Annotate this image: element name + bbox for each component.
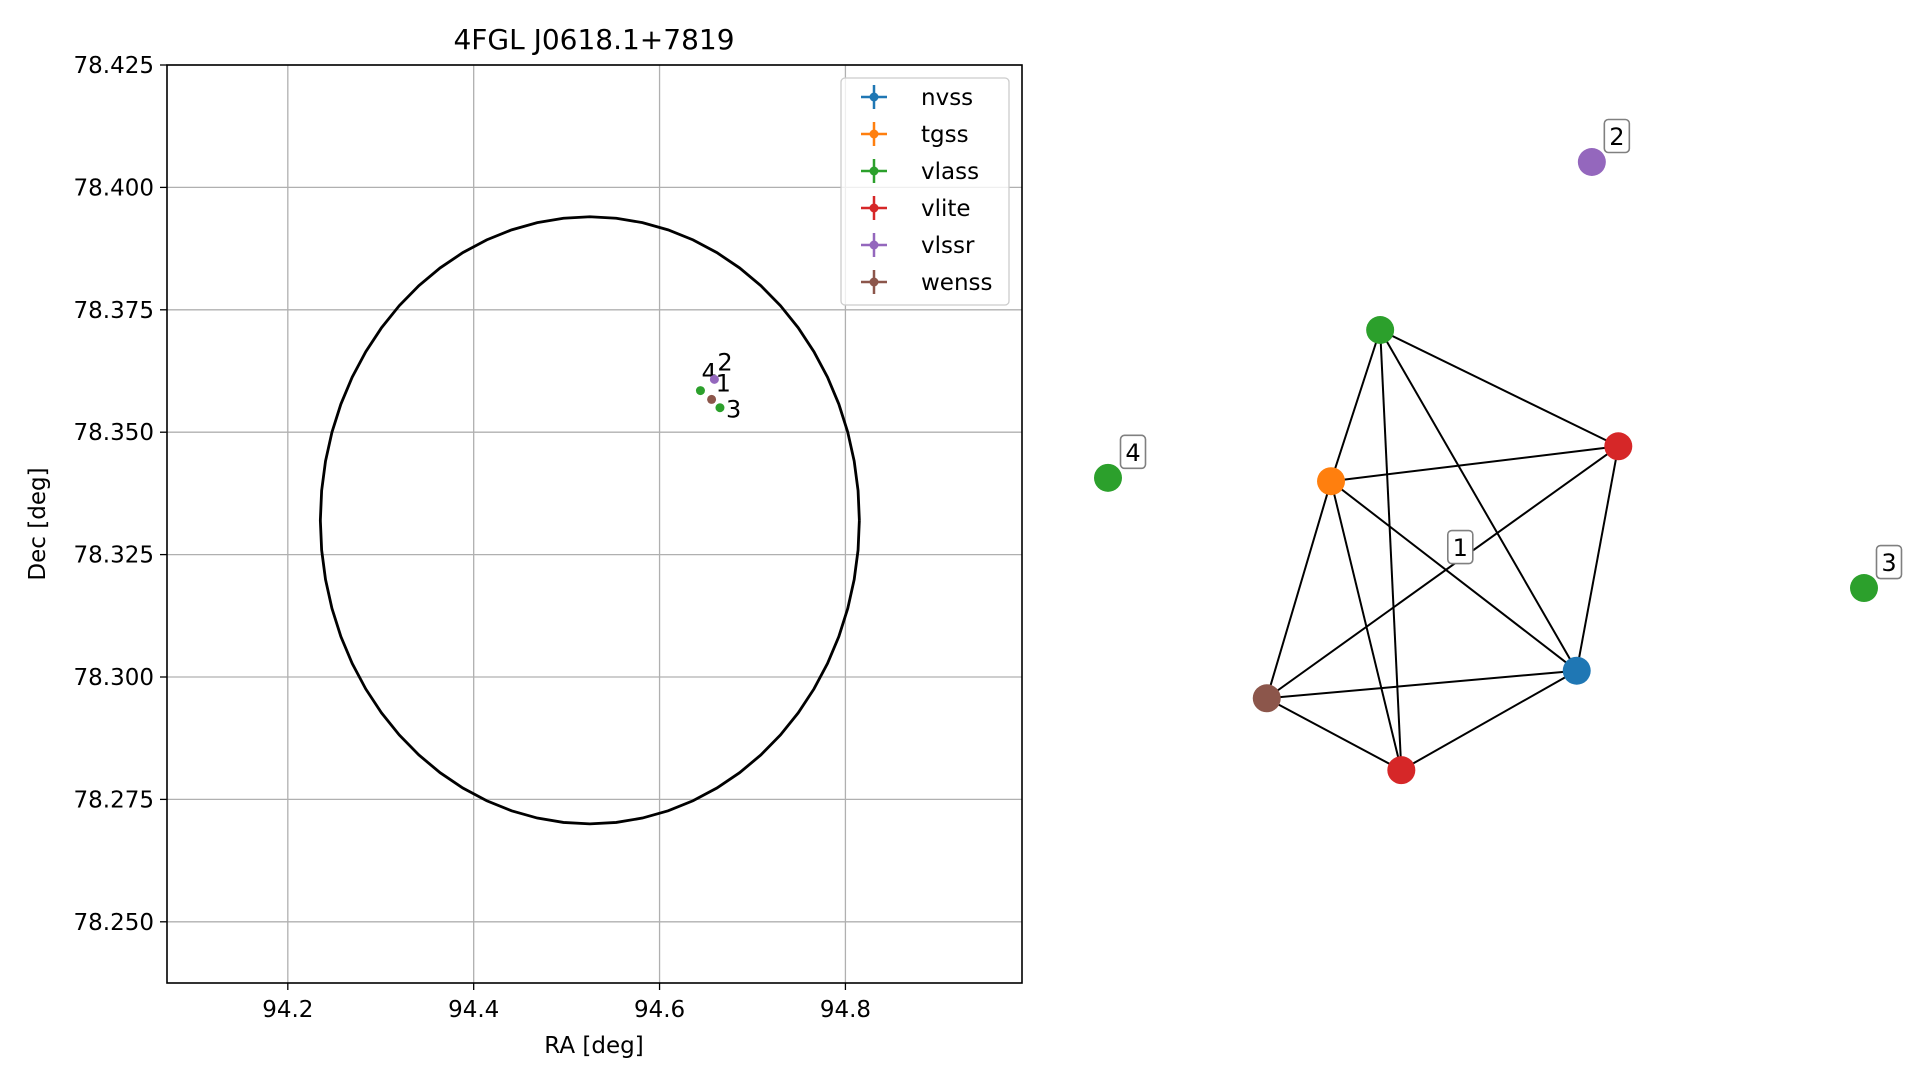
network-node [1317,467,1346,496]
network-node [1366,316,1395,344]
legend-label-vlite: vlite [921,196,971,222]
legend-label-vlssr: vlssr [921,233,975,259]
network-edge [1575,446,1620,671]
network-edge [1330,329,1382,482]
x-tick-label: 94.8 [820,997,871,1023]
point-label: 1 [716,369,731,397]
x-axis-label: RA [deg] [544,1033,643,1059]
legend-dot-vlass [869,166,879,176]
point-vlssr [709,374,719,384]
y-axis-label: Dec [deg] [25,467,51,580]
legend-dot-tgss [869,129,879,139]
node-label: 3 [1881,549,1896,577]
node-label-box [1875,544,1903,580]
y-tick-label: 78.425 [74,53,154,79]
x-tick-label: 94.2 [262,997,313,1023]
network-edge [1266,697,1402,772]
y-tick-label: 78.400 [74,175,154,201]
legend-label-vlass: vlass [921,159,979,185]
network-nodes [1094,148,1878,785]
point-vlass [715,403,725,413]
y-tick-label: 78.350 [74,420,154,446]
y-tick-label: 78.375 [74,298,154,324]
node-label-box [1119,434,1147,470]
legend-label-wenss: wenss [921,270,993,296]
legend-dot-wenss [869,277,879,287]
legend-label-tgss: tgss [921,122,969,148]
x-tick-label: 94.4 [448,997,499,1023]
plot-frame [166,64,1023,984]
network-edge [1330,480,1578,672]
network-node [1850,574,1878,603]
network-node [1252,684,1281,713]
network-edge [1379,329,1578,672]
node-label-box [1446,529,1474,565]
legend: nvss tgss vlass vlite vlssr wenss [840,77,1010,306]
network-panel: 2 4 3 1 [1094,118,1903,785]
legend-dot-vlssr [869,240,879,250]
node-label: 1 [1453,534,1468,562]
node-label-box [1603,118,1631,154]
y-tick-label: 78.250 [74,910,154,936]
network-edge [1266,669,1577,700]
network-edge [1330,480,1403,771]
scatter-panel: 94.2 94.4 94.6 94.8 78.250 78.275 78.300 78.325… [25,23,1023,1059]
network-labels: 2 4 3 1 [1119,118,1903,580]
node-label: 4 [1125,439,1140,467]
chart-title: 4FGL J0618.1+7819 [453,23,734,56]
network-node [1577,148,1606,176]
network-node [1604,432,1633,461]
point-vlass [695,386,705,396]
point-label: 3 [726,396,741,424]
network-node [1387,756,1416,785]
ellipse-path [318,215,861,826]
legend-dot-vlite [869,203,879,213]
axis-ticks: 94.2 94.4 94.6 94.8 78.250 78.275 78.300 78.325… [74,53,872,1023]
localization-ellipse [318,215,861,826]
y-tick-label: 78.325 [74,543,154,569]
network-edges [1265,329,1620,772]
network-node [1094,463,1122,492]
network-edge [1265,480,1332,699]
network-edge [1400,669,1578,772]
network-edge [1379,329,1403,771]
legend-label-nvss: nvss [921,85,973,111]
point-wenss [707,394,717,404]
node-label: 2 [1609,123,1624,151]
x-tick-label: 94.6 [634,997,685,1023]
y-tick-label: 78.300 [74,665,154,691]
y-tick-label: 78.275 [74,787,154,813]
network-edge [1266,445,1619,700]
legend-dot-nvss [869,92,879,102]
point-label: 2 [717,348,732,376]
network-node [1562,656,1591,685]
network-edge [1379,329,1619,448]
network-edge [1330,445,1619,483]
